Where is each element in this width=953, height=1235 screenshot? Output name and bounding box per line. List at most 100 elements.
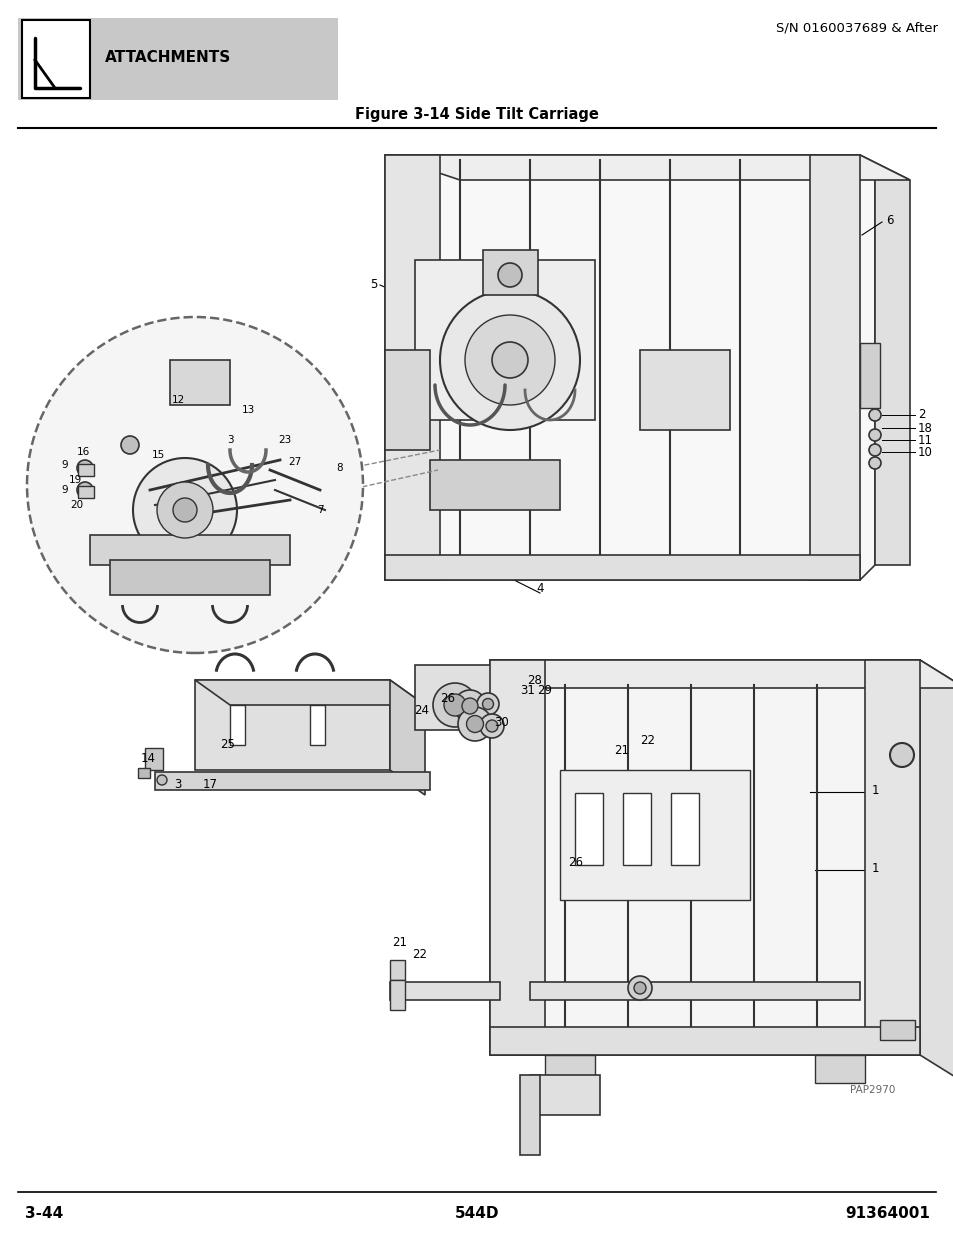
Circle shape — [485, 720, 497, 732]
Text: 17: 17 — [202, 778, 217, 790]
Text: 20: 20 — [71, 500, 84, 510]
Bar — [575, 793, 602, 864]
Text: 26: 26 — [440, 693, 455, 705]
Text: 29: 29 — [537, 683, 552, 697]
Text: ATTACHMENTS: ATTACHMENTS — [105, 51, 231, 65]
Circle shape — [461, 698, 477, 714]
Circle shape — [868, 429, 880, 441]
Bar — [490, 659, 544, 1055]
Bar — [430, 459, 559, 510]
Circle shape — [492, 342, 527, 378]
Bar — [530, 982, 859, 1000]
Circle shape — [868, 445, 880, 456]
Bar — [110, 559, 270, 595]
Text: 27: 27 — [288, 457, 301, 467]
Bar — [390, 981, 405, 1010]
Circle shape — [27, 317, 363, 653]
Circle shape — [433, 683, 476, 727]
Circle shape — [479, 714, 503, 739]
Circle shape — [157, 776, 167, 785]
Bar — [415, 261, 595, 420]
Bar — [530, 1074, 599, 1115]
Bar — [78, 487, 94, 498]
Polygon shape — [194, 680, 424, 705]
Circle shape — [497, 263, 521, 287]
Bar — [859, 343, 879, 408]
Bar — [138, 768, 150, 778]
Circle shape — [466, 715, 483, 732]
Circle shape — [172, 498, 196, 522]
Text: 28: 28 — [527, 673, 542, 687]
Circle shape — [868, 457, 880, 469]
Bar — [390, 982, 499, 1000]
Bar — [390, 960, 405, 981]
Text: 7: 7 — [316, 505, 323, 515]
Circle shape — [77, 482, 92, 498]
Bar — [544, 1055, 595, 1083]
Polygon shape — [919, 659, 953, 1083]
Bar — [230, 705, 245, 745]
Text: 544D: 544D — [455, 1205, 498, 1220]
Polygon shape — [490, 659, 919, 1055]
Text: 9: 9 — [62, 485, 69, 495]
Text: 1: 1 — [871, 783, 879, 797]
Bar — [310, 705, 325, 745]
Text: 16: 16 — [76, 447, 90, 457]
Bar — [670, 793, 699, 864]
Polygon shape — [385, 156, 874, 580]
Text: 19: 19 — [69, 475, 82, 485]
Text: 30: 30 — [494, 715, 509, 729]
Text: 91364001: 91364001 — [844, 1205, 929, 1220]
Text: 14: 14 — [140, 752, 155, 764]
Polygon shape — [390, 680, 424, 795]
Circle shape — [464, 315, 555, 405]
Polygon shape — [859, 156, 909, 564]
Circle shape — [121, 436, 139, 454]
Bar — [78, 464, 94, 475]
Text: 9: 9 — [62, 459, 69, 471]
Bar — [90, 535, 290, 564]
Bar — [639, 350, 729, 430]
Bar — [482, 249, 537, 295]
Bar — [154, 772, 430, 790]
Circle shape — [439, 290, 579, 430]
Text: 21: 21 — [614, 743, 628, 757]
Bar — [415, 664, 524, 730]
Circle shape — [454, 690, 485, 722]
Text: 12: 12 — [172, 395, 185, 405]
Text: 31: 31 — [520, 683, 535, 697]
Text: 24: 24 — [414, 704, 429, 716]
Text: 11: 11 — [917, 433, 932, 447]
Circle shape — [132, 458, 236, 562]
Text: 3: 3 — [227, 435, 233, 445]
Text: 22: 22 — [412, 948, 427, 962]
Text: 1: 1 — [871, 862, 879, 874]
Circle shape — [482, 699, 493, 709]
Text: 22: 22 — [639, 734, 655, 746]
Polygon shape — [809, 156, 859, 580]
Text: 15: 15 — [152, 450, 165, 459]
Text: 6: 6 — [885, 214, 893, 226]
Text: 21: 21 — [392, 935, 407, 948]
Polygon shape — [385, 156, 909, 180]
Text: 5: 5 — [370, 279, 377, 291]
Bar — [22, 20, 90, 98]
Circle shape — [627, 976, 651, 1000]
Bar — [385, 555, 859, 580]
Bar — [864, 659, 919, 1055]
Text: 26: 26 — [567, 856, 582, 868]
Circle shape — [868, 409, 880, 421]
Polygon shape — [385, 156, 439, 580]
Polygon shape — [490, 659, 953, 688]
Circle shape — [457, 706, 492, 741]
Bar — [559, 769, 749, 900]
Text: 18: 18 — [917, 421, 932, 435]
Bar — [814, 1055, 864, 1083]
Text: S/N 0160037689 & After: S/N 0160037689 & After — [775, 21, 937, 35]
Bar — [622, 793, 650, 864]
Text: 8: 8 — [336, 463, 343, 473]
Text: 3: 3 — [174, 778, 181, 790]
Circle shape — [77, 459, 92, 475]
Text: 2: 2 — [917, 409, 924, 421]
Text: 13: 13 — [241, 405, 254, 415]
